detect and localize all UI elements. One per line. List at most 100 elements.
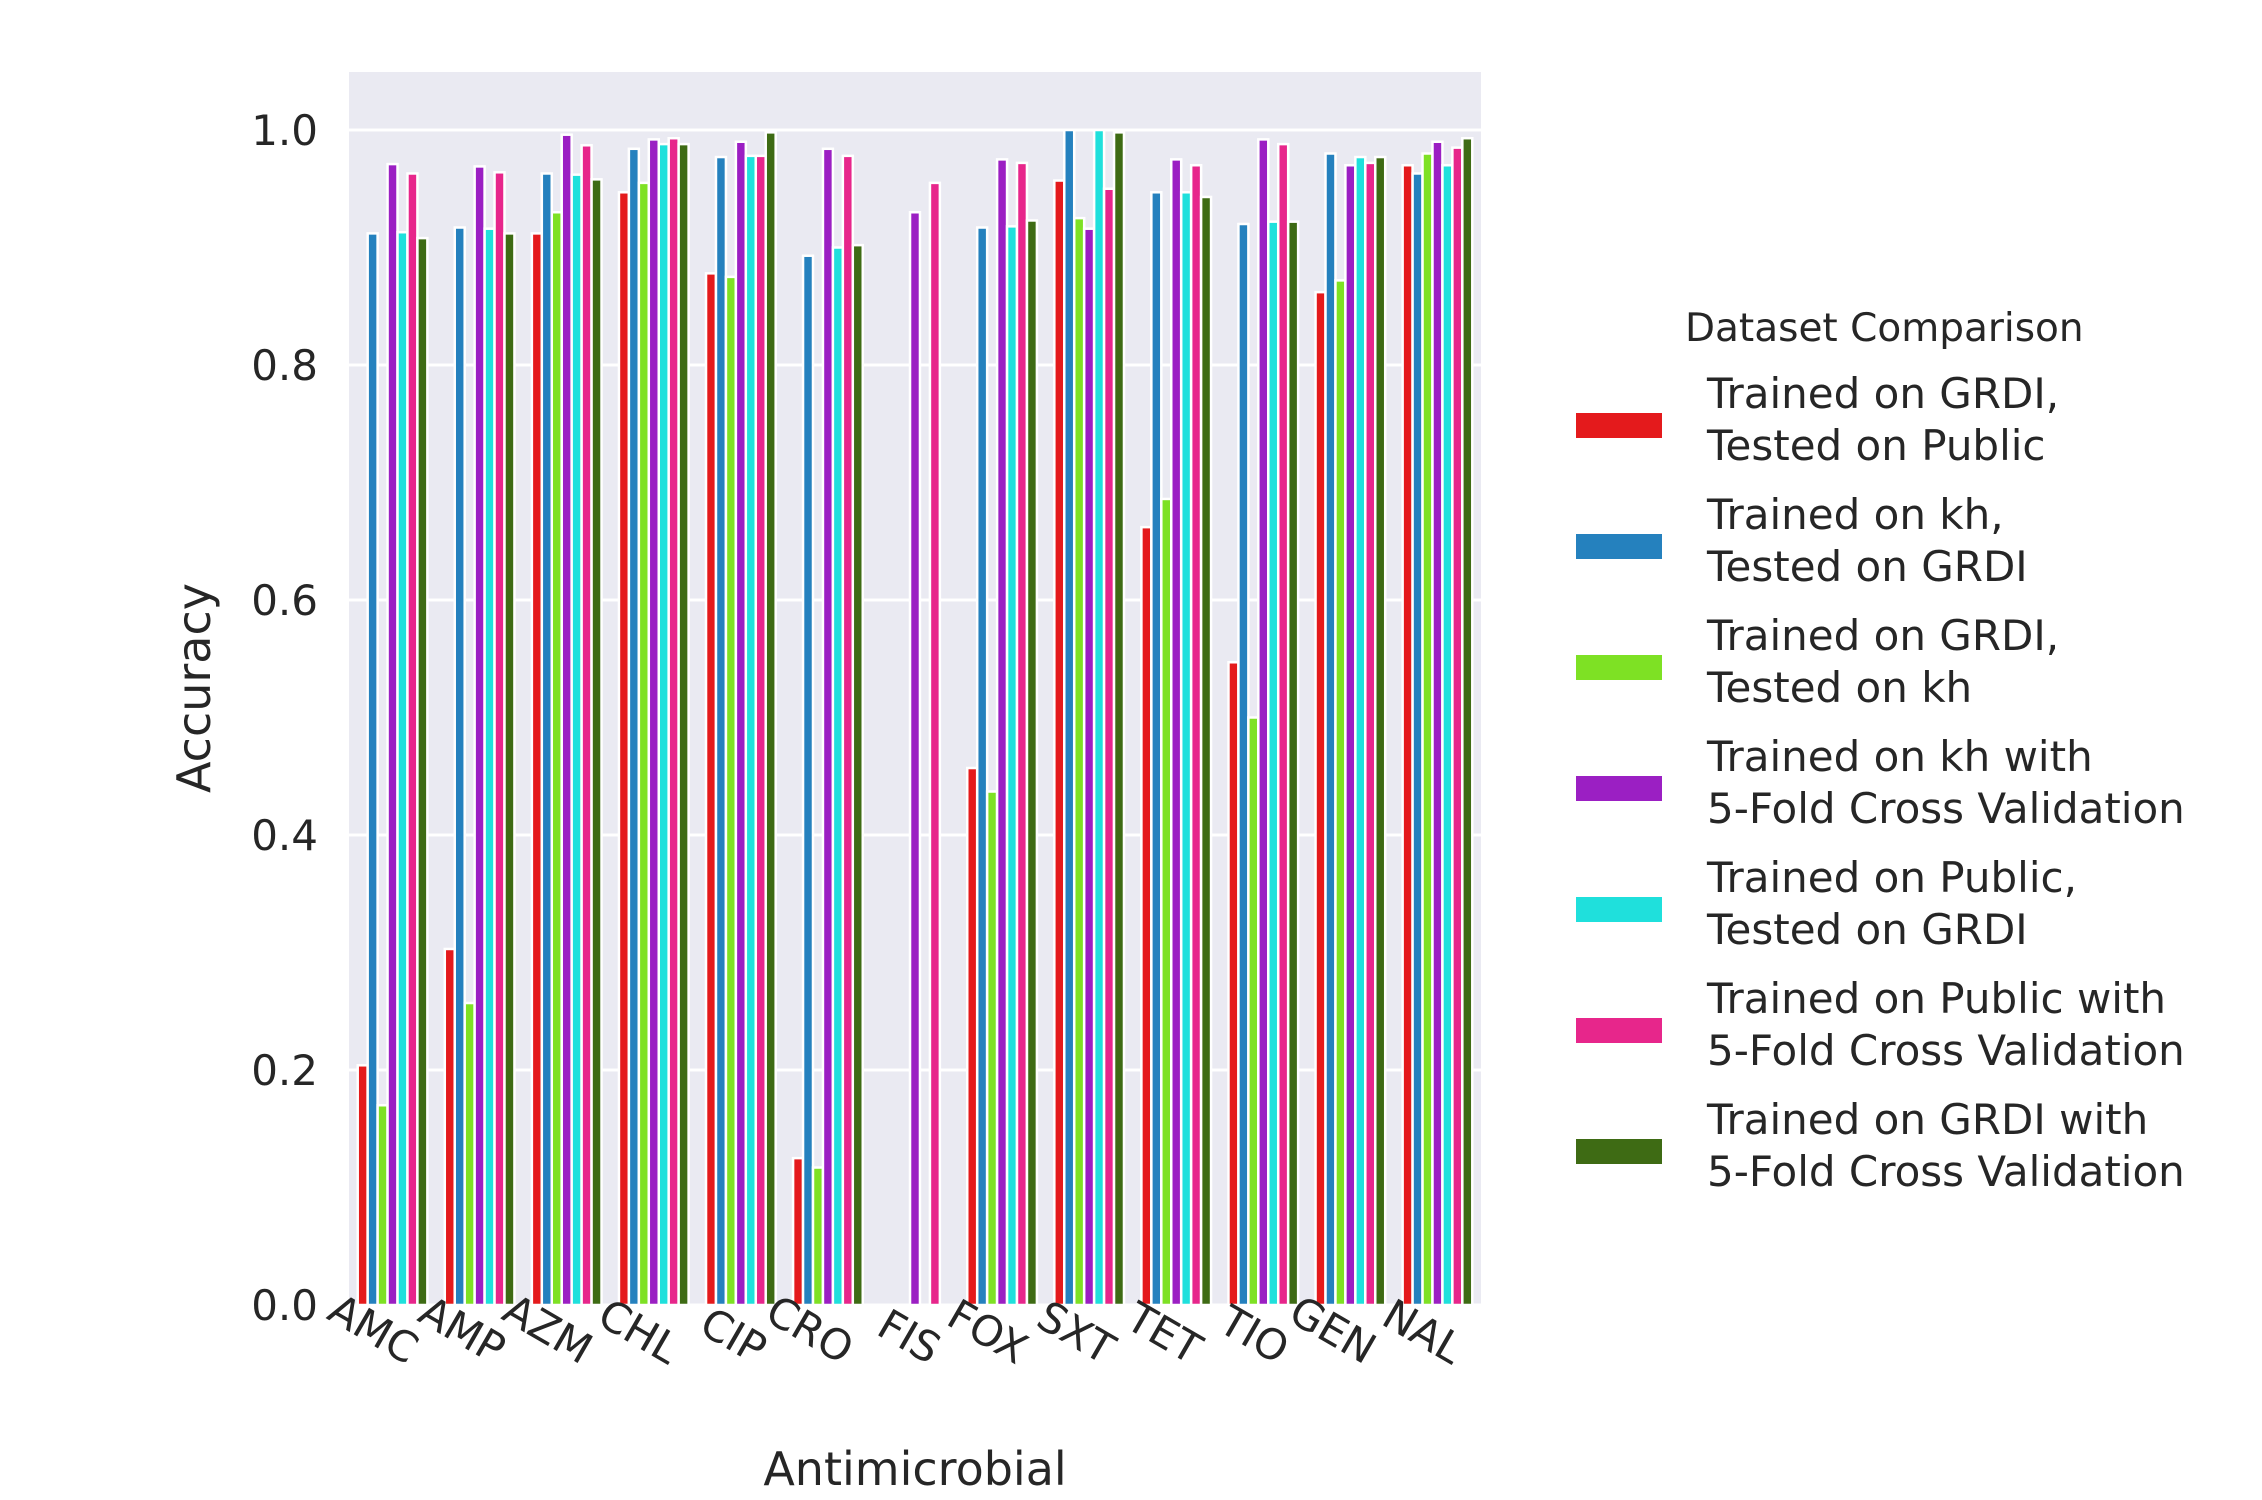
bar-cro-series-5 xyxy=(831,246,845,1307)
bar-chl-series-6 xyxy=(667,136,680,1307)
legend-label: Trained on GRDI with xyxy=(1706,1095,2148,1144)
bar-fox-series-1 xyxy=(966,766,979,1307)
bar-nal-series-4 xyxy=(1431,140,1444,1307)
bar-fox-series-5 xyxy=(1005,225,1019,1307)
x-tick-label: TIO xyxy=(1210,1295,1297,1373)
bar-tio-series-2 xyxy=(1237,222,1250,1307)
bar-azm-series-6 xyxy=(580,144,593,1307)
bar-fis-series-4 xyxy=(908,211,922,1307)
bar-azm-series-7 xyxy=(590,178,603,1307)
legend-label: Trained on kh with xyxy=(1706,732,2093,781)
bar-chl-series-3 xyxy=(637,181,651,1307)
bar-sxt-series-5 xyxy=(1092,128,1106,1307)
bar-sxt-series-6 xyxy=(1102,187,1116,1307)
bar-sxt-series-1 xyxy=(1053,179,1066,1307)
bar-amc-series-7 xyxy=(416,236,429,1307)
bar-nal-series-3 xyxy=(1421,152,1434,1307)
bar-tio-series-4 xyxy=(1257,138,1270,1307)
y-tick-label: 1.0 xyxy=(251,106,318,155)
bar-tio-series-1 xyxy=(1227,661,1240,1307)
legend-label: Trained on Public, xyxy=(1706,853,2077,902)
bar-fox-series-3 xyxy=(985,790,999,1307)
bar-fis-series-6 xyxy=(928,181,942,1307)
y-axis-label: Accuracy xyxy=(167,583,221,793)
legend-label: Trained on Public with xyxy=(1706,974,2166,1023)
bar-amp-series-6 xyxy=(493,171,506,1307)
bar-cip-series-2 xyxy=(714,155,728,1307)
bar-cro-series-3 xyxy=(811,1166,825,1307)
y-tick-label: 0.6 xyxy=(251,576,318,625)
legend-label: Tested on Public xyxy=(1706,421,2046,470)
bar-amc-series-5 xyxy=(396,230,409,1307)
bar-tet-series-4 xyxy=(1170,158,1183,1307)
bar-amc-series-2 xyxy=(366,232,379,1307)
bar-nal-series-6 xyxy=(1451,146,1464,1307)
x-tick-label: CIP xyxy=(692,1298,775,1374)
bar-gen-series-1 xyxy=(1314,290,1327,1307)
legend-label: Tested on GRDI xyxy=(1706,905,2028,954)
bar-cro-series-1 xyxy=(791,1156,805,1307)
bar-amc-series-1 xyxy=(356,1064,369,1307)
bar-nal-series-7 xyxy=(1461,136,1474,1307)
bar-tet-series-3 xyxy=(1160,497,1173,1307)
bars xyxy=(356,128,1474,1307)
bar-fox-series-2 xyxy=(975,226,989,1307)
bar-chl-series-7 xyxy=(677,142,690,1307)
bar-amc-series-3 xyxy=(376,1104,389,1307)
legend-swatch xyxy=(1576,534,1662,559)
bar-cro-series-4 xyxy=(821,147,835,1307)
bar-tio-series-5 xyxy=(1267,220,1280,1307)
bar-tio-series-3 xyxy=(1247,716,1260,1307)
bar-chl-series-2 xyxy=(627,147,641,1307)
bar-sxt-series-2 xyxy=(1063,128,1076,1307)
bar-azm-series-3 xyxy=(550,211,563,1307)
bar-nal-series-1 xyxy=(1401,164,1414,1307)
y-tick-labels: 0.0 0.2 0.4 0.6 0.8 1.0 xyxy=(251,106,318,1330)
x-tick-label: FIS xyxy=(870,1300,949,1374)
bar-fox-series-4 xyxy=(995,158,1009,1307)
legend-swatch xyxy=(1576,413,1662,438)
bar-fox-series-6 xyxy=(1015,161,1029,1307)
bar-nal-series-2 xyxy=(1411,172,1424,1307)
bar-gen-series-7 xyxy=(1374,155,1387,1307)
x-axis-label: Antimicrobial xyxy=(763,1442,1066,1496)
bar-tet-series-2 xyxy=(1150,191,1163,1307)
legend-label: Tested on kh xyxy=(1706,663,1972,712)
bar-cip-series-4 xyxy=(734,140,748,1307)
bar-amp-series-2 xyxy=(453,226,466,1307)
legend-label: Trained on GRDI, xyxy=(1706,611,2059,660)
bar-cip-series-6 xyxy=(754,154,767,1307)
bar-tet-series-7 xyxy=(1199,195,1213,1307)
bar-cip-series-1 xyxy=(704,272,718,1307)
legend-swatch xyxy=(1576,1139,1662,1164)
bar-amp-series-1 xyxy=(443,947,456,1307)
bar-tio-series-6 xyxy=(1276,142,1290,1307)
bar-chl-series-1 xyxy=(617,191,631,1307)
legend-label: 5-Fold Cross Validation xyxy=(1707,784,2185,833)
bar-gen-series-4 xyxy=(1344,164,1357,1307)
bar-tet-series-5 xyxy=(1179,191,1193,1307)
bar-chl-series-5 xyxy=(657,142,670,1307)
legend-label: Tested on GRDI xyxy=(1706,542,2028,591)
bar-gen-series-6 xyxy=(1364,161,1377,1307)
legend-swatch xyxy=(1576,1018,1662,1043)
y-tick-label: 0.8 xyxy=(251,341,318,390)
bar-cro-series-6 xyxy=(841,154,855,1307)
bar-amc-series-4 xyxy=(386,162,399,1307)
bar-gen-series-2 xyxy=(1324,152,1337,1307)
legend-label: Trained on kh, xyxy=(1706,490,2004,539)
bar-fox-series-7 xyxy=(1025,219,1039,1307)
bar-amp-series-5 xyxy=(483,227,496,1307)
bar-gen-series-5 xyxy=(1354,155,1367,1307)
y-tick-label: 0.0 xyxy=(251,1281,318,1330)
bar-sxt-series-7 xyxy=(1112,131,1126,1307)
bar-chl-series-4 xyxy=(647,138,660,1307)
bar-azm-series-5 xyxy=(570,173,583,1307)
bar-amp-series-4 xyxy=(473,165,486,1307)
bar-cip-series-5 xyxy=(744,154,758,1307)
bar-tio-series-7 xyxy=(1286,220,1300,1307)
legend-label: Trained on GRDI, xyxy=(1706,369,2059,418)
y-tick-label: 0.2 xyxy=(251,1046,318,1095)
bar-azm-series-4 xyxy=(560,133,573,1307)
